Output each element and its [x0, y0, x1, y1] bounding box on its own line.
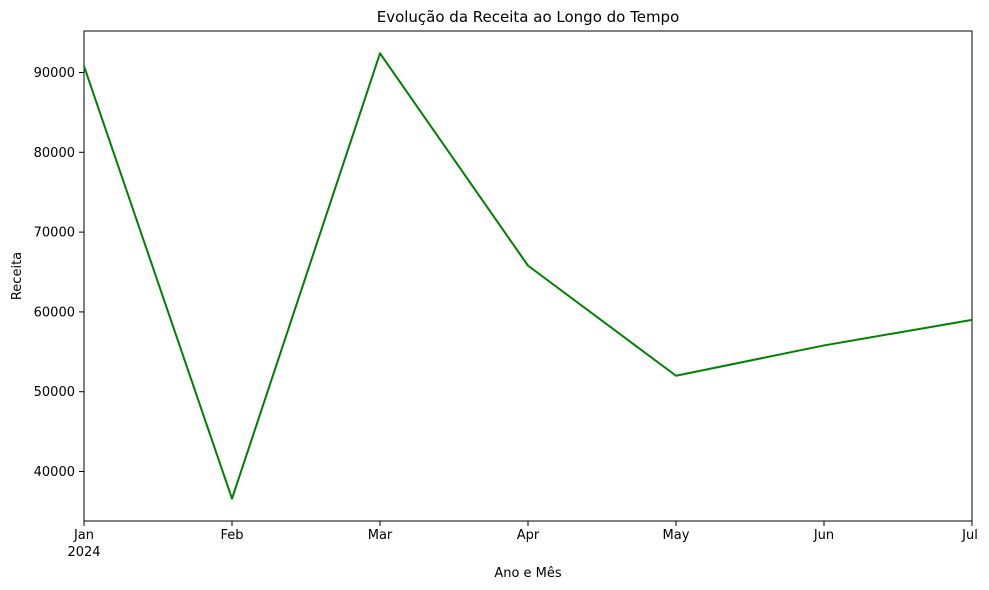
y-tick-label: 90000 — [34, 66, 75, 81]
x-axis: Jan Feb Mar Apr May Jun Jul — [73, 521, 978, 543]
series-layer — [83, 52, 973, 500]
x-year-label: 2024 — [67, 545, 100, 560]
x-tick-label: Jul — [961, 528, 978, 543]
plot-frame — [83, 30, 973, 522]
x-axis-title: Ano e Mês — [494, 566, 562, 581]
x-tick-label: Jan — [73, 528, 94, 543]
x-tick-label: May — [663, 528, 690, 543]
y-tick-label: 60000 — [34, 305, 75, 320]
x-tick-label: Apr — [517, 528, 540, 543]
x-tick-label: Feb — [220, 528, 243, 543]
y-tick-label: 70000 — [34, 226, 75, 241]
x-tick-label: Jun — [813, 528, 834, 543]
y-tick-label: 80000 — [34, 146, 75, 161]
y-tick-label: 40000 — [34, 465, 75, 480]
chart-title: Evolução da Receita ao Longo do Tempo — [377, 8, 680, 26]
series-line-0 — [83, 52, 973, 500]
y-tick-label: 50000 — [34, 385, 75, 400]
y-axis: 40000 50000 60000 70000 80000 90000 — [34, 66, 84, 480]
x-tick-label: Mar — [368, 528, 393, 543]
y-axis-title: Receita — [10, 252, 25, 300]
